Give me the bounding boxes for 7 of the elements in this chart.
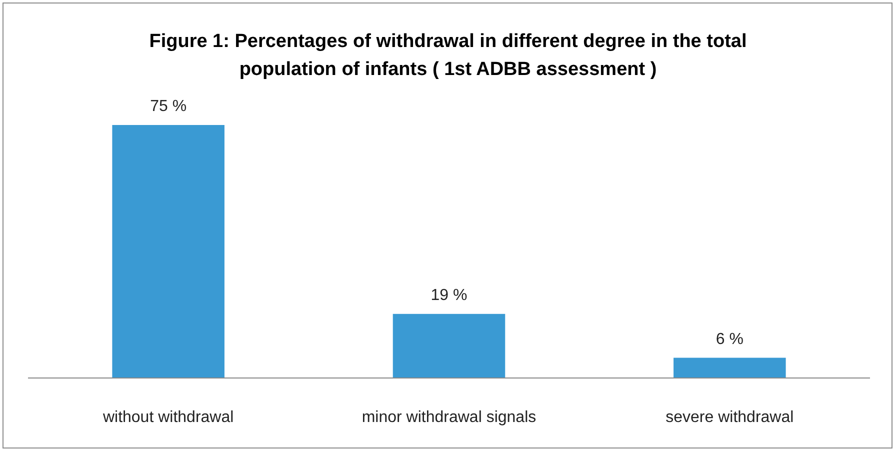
x-tick-label: severe withdrawal <box>666 409 794 426</box>
data-label: 19 % <box>430 286 468 304</box>
data-label: 75 % <box>150 98 187 115</box>
x-tick-label: minor withdrawal signals <box>362 409 536 426</box>
chart-title: Figure 1: Percentages of withdrawal in different degree in the total population of infants ( 1st ADBB assessment ) <box>149 31 747 80</box>
data-label: 6 % <box>716 330 744 348</box>
x-tick-label: without withdrawal <box>102 409 234 426</box>
